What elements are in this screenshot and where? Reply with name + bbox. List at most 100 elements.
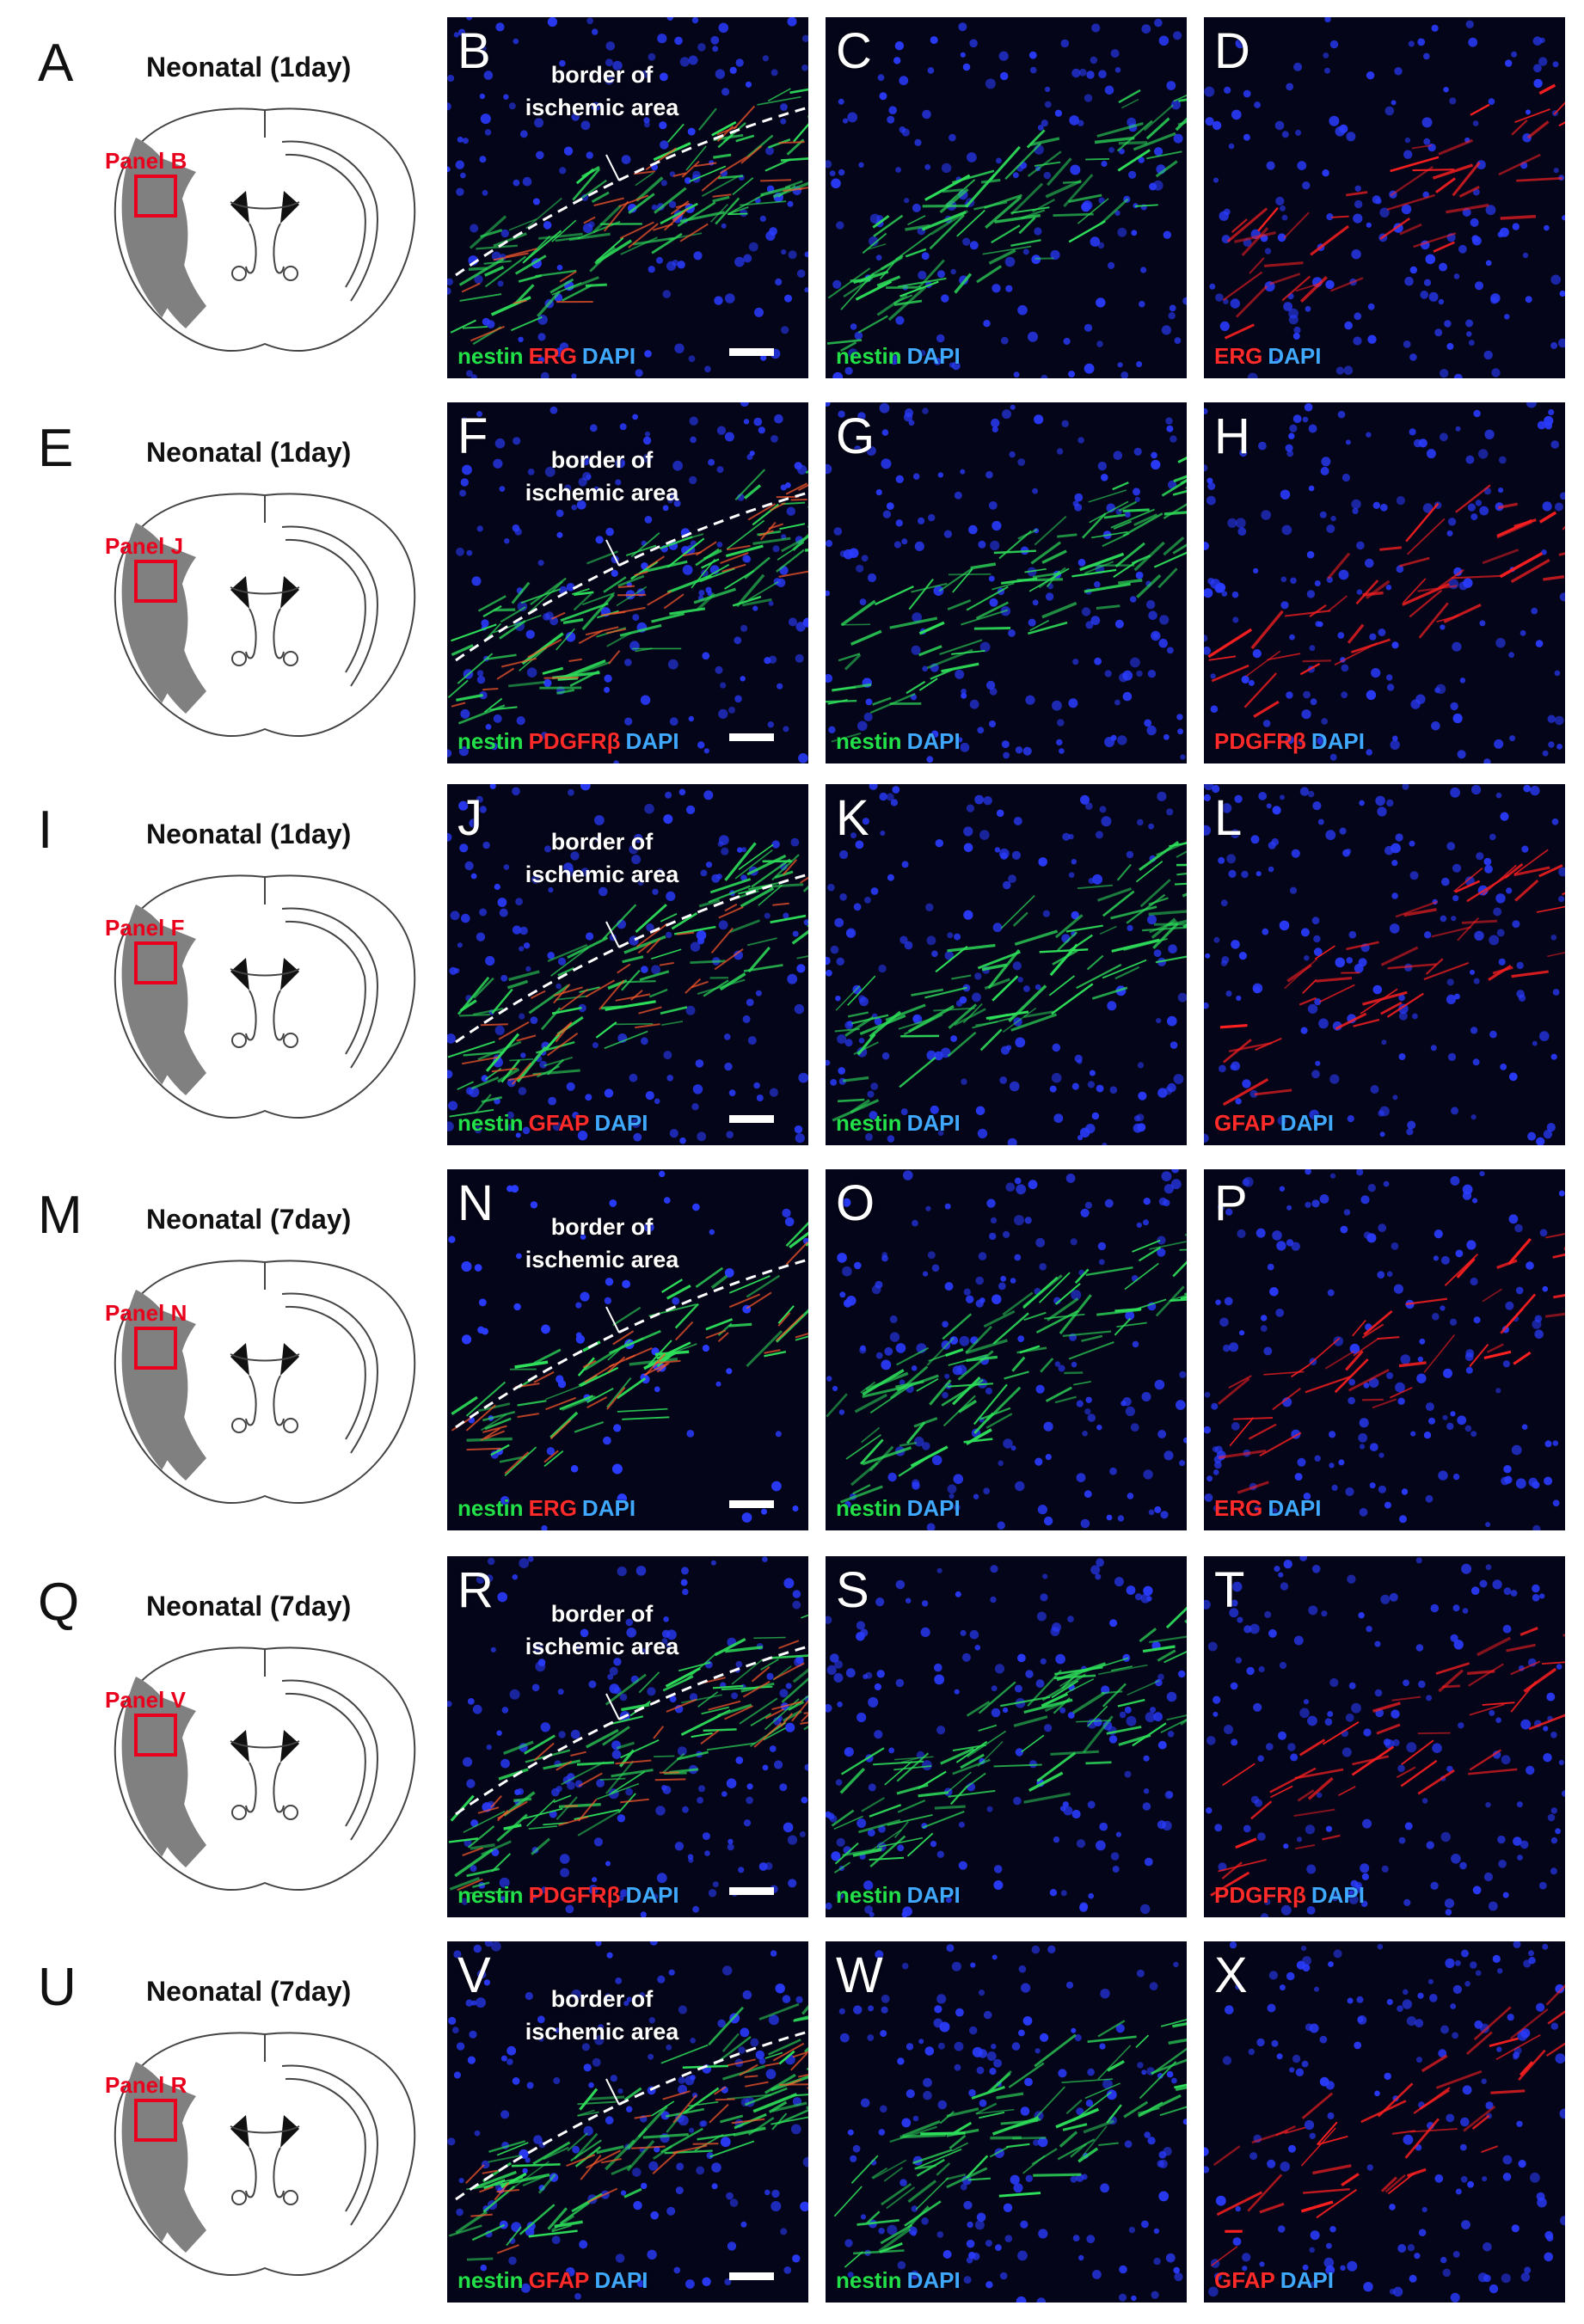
stain-red-marker: ERG [1214, 1495, 1263, 1521]
stain-dapi: DAPI [581, 343, 636, 369]
panel-letter: F [457, 408, 488, 464]
micrograph-image [826, 18, 1187, 378]
row-title: Neonatal (7day) [146, 1591, 352, 1622]
panel-ref-label: Panel B [105, 148, 187, 174]
border-annotation-line2: ischemic area [525, 2019, 679, 2045]
stain-dapi: DAPI [1311, 728, 1365, 754]
panel-ref-label: Panel N [105, 1300, 187, 1326]
border-annotation-line1: border of [550, 829, 654, 855]
panel-ref-label: Panel F [105, 915, 184, 941]
scale-bar [729, 1500, 774, 1508]
stain-red-marker: GFAP [1214, 1110, 1275, 1136]
panel-letter: C [836, 23, 872, 79]
border-annotation: border of ischemic area [499, 825, 705, 891]
stain-dapi: DAPI [906, 728, 961, 754]
panel-letter: H [1214, 408, 1250, 464]
panel-letter: J [457, 790, 482, 846]
border-annotation-line1: border of [550, 1986, 654, 2012]
stain-nestin: nestin [457, 1495, 524, 1521]
micrograph-image [1204, 784, 1565, 1145]
border-annotation: border of ischemic area [499, 1211, 705, 1276]
micrograph-panel: H PDGFRβ DAPI [1204, 402, 1565, 763]
stain-dapi: DAPI [1280, 1110, 1334, 1136]
scale-bar [729, 2272, 774, 2280]
border-annotation-line2: ischemic area [525, 95, 679, 120]
micrograph-panel: D ERG DAPI [1204, 17, 1565, 378]
stain-legend: PDGFRβ DAPI [1214, 728, 1370, 755]
panel-letter: X [1214, 1947, 1248, 2003]
stain-red-marker: PDGFRβ [1214, 728, 1306, 754]
panel-ref-label: Panel V [105, 1687, 187, 1713]
border-annotation-line1: border of [550, 447, 654, 473]
region-box [134, 941, 177, 984]
micrograph-image [826, 1558, 1187, 1917]
border-annotation: border of ischemic area [499, 444, 705, 509]
stain-dapi: DAPI [906, 343, 961, 369]
panel-letter: T [1214, 1562, 1245, 1618]
scale-bar [729, 1115, 774, 1123]
stain-legend: ERG DAPI [1214, 1495, 1326, 1522]
panel-letter: K [836, 790, 869, 846]
stain-dapi: DAPI [1311, 1882, 1365, 1908]
row-letter: U [38, 1958, 77, 2017]
micrograph-image [1204, 1169, 1565, 1530]
stain-legend: nestin DAPI [836, 1110, 966, 1137]
stain-dapi: DAPI [1268, 343, 1322, 369]
row-title: Neonatal (1day) [146, 819, 352, 849]
stain-dapi: DAPI [906, 1882, 961, 1908]
stain-legend: nestin DAPI [836, 2267, 966, 2294]
panel-ref-label: Panel J [105, 533, 183, 559]
stain-nestin: nestin [457, 728, 524, 754]
micrograph-image [826, 402, 1187, 763]
stain-dapi: DAPI [1280, 2267, 1334, 2293]
stain-red-marker: ERG [1214, 343, 1263, 369]
panel-letter: G [836, 408, 875, 464]
region-box [134, 1327, 177, 1370]
stain-red-marker: ERG [528, 1495, 577, 1521]
micrograph-panel: L GFAP DAPI [1204, 784, 1565, 1145]
micrograph-image [447, 1556, 808, 1917]
stain-dapi: DAPI [594, 1110, 648, 1136]
border-annotation-line2: ischemic area [525, 1634, 679, 1659]
stain-red-marker: PDGFRβ [528, 1882, 621, 1908]
stain-legend: nestin GFAP DAPI [457, 2267, 654, 2294]
stain-red-marker: GFAP [528, 1110, 590, 1136]
stain-legend: ERG DAPI [1214, 343, 1326, 370]
micrograph-image [1204, 17, 1565, 378]
panel-letter: L [1214, 790, 1243, 846]
row-letter: Q [38, 1573, 80, 1632]
micrograph-image [1204, 1556, 1565, 1917]
stain-legend: nestin DAPI [836, 728, 966, 755]
panel-letter: P [1214, 1175, 1248, 1231]
stain-legend: nestin DAPI [836, 1495, 966, 1522]
row-title: Neonatal (1day) [146, 437, 352, 468]
border-annotation-line2: ischemic area [525, 862, 679, 887]
micrograph-image [1204, 402, 1565, 763]
panel-letter: V [457, 1947, 491, 2003]
stain-dapi: DAPI [625, 728, 679, 754]
panel-letter: O [836, 1175, 875, 1231]
stain-dapi: DAPI [906, 1110, 961, 1136]
row-letter: M [38, 1186, 83, 1245]
stain-dapi: DAPI [1268, 1495, 1322, 1521]
stain-legend: nestin ERG DAPI [457, 1495, 641, 1522]
brain-schematic: Panel V [105, 1646, 416, 1891]
border-annotation: border of ischemic area [499, 1983, 705, 2048]
stain-legend: nestin PDGFRβ DAPI [457, 728, 685, 755]
micrograph-image [447, 1941, 808, 2300]
stain-nestin: nestin [457, 343, 524, 369]
stain-legend: nestin DAPI [836, 1882, 966, 1909]
row-title: Neonatal (1day) [146, 52, 352, 83]
panel-letter: S [836, 1562, 869, 1618]
stain-legend: nestin DAPI [836, 343, 966, 370]
region-box [134, 560, 177, 603]
stain-nestin: nestin [836, 2267, 902, 2293]
